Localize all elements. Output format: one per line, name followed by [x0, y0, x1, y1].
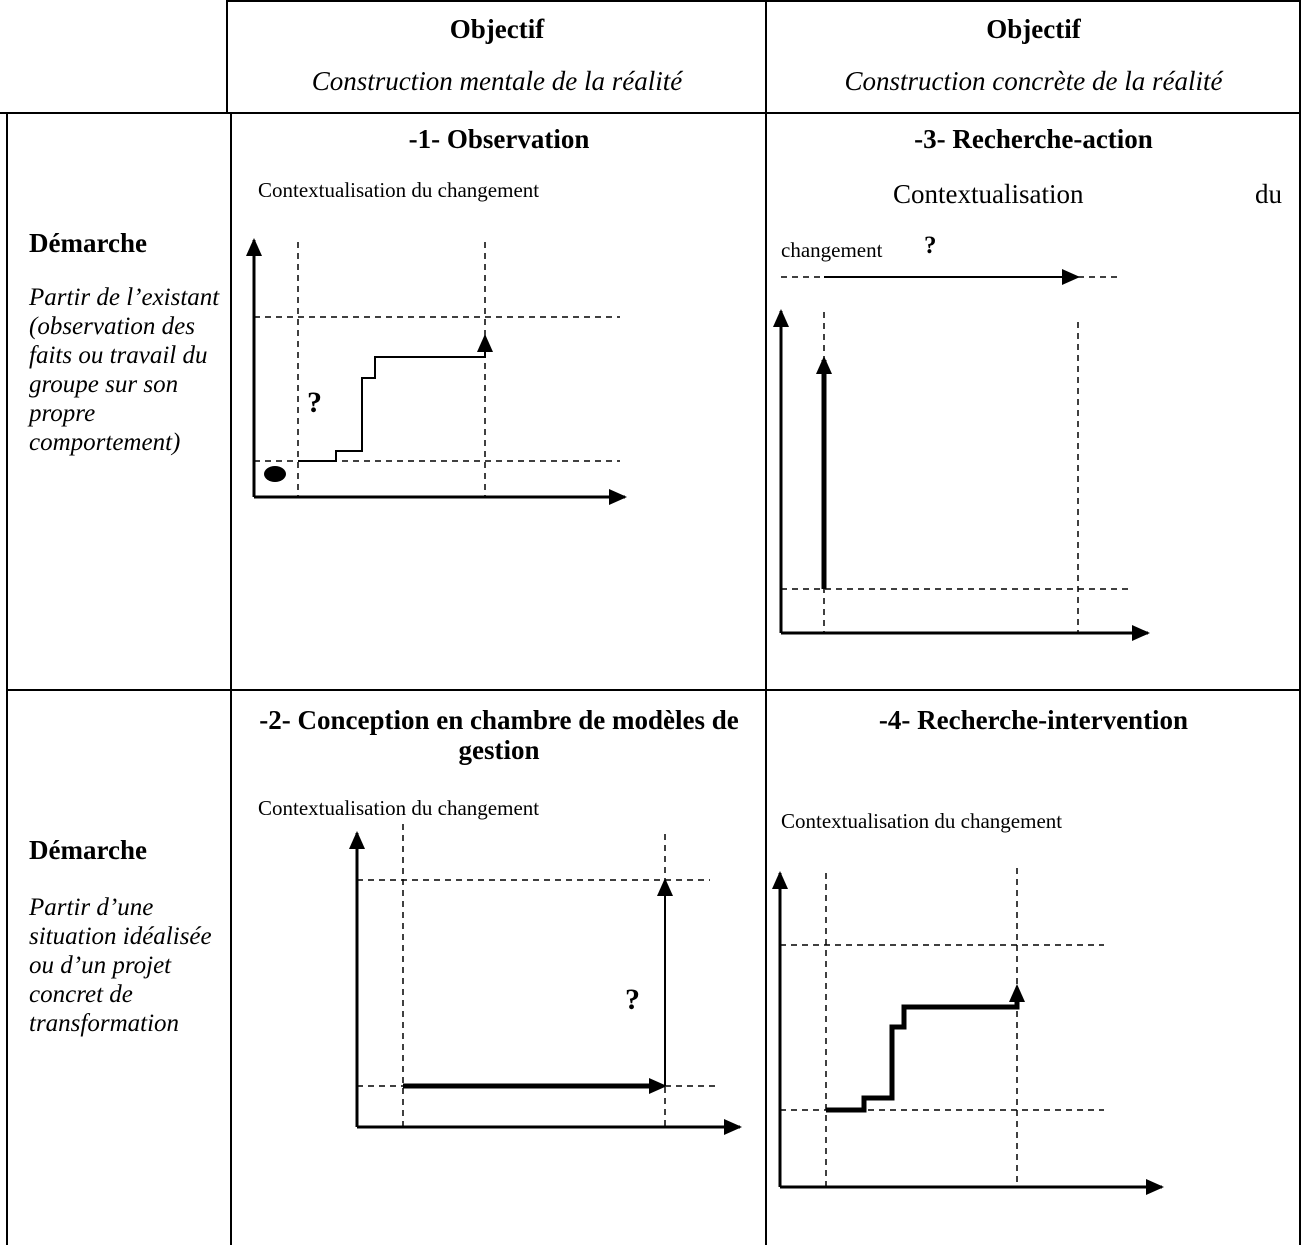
q4-context: Contextualisation du changement [781, 809, 1063, 833]
q3-context-part1: Contextualisation [893, 179, 1084, 209]
q1-start-dot [264, 466, 286, 482]
q1-context: Contextualisation du changement [258, 178, 540, 202]
row1-label: Démarche Partir de l’existant (observati… [7, 113, 231, 690]
q4-step-curve [826, 990, 1020, 1113]
header-col1: Objectif Construction mentale de la réal… [228, 0, 766, 113]
row2-label: Démarche Partir d’une situation idéalisé… [7, 690, 231, 1245]
q3-context-part3: changement [781, 238, 883, 262]
q2-question-mark: ? [625, 983, 640, 1016]
header-col2-title: Objectif [986, 14, 1081, 44]
quadrant-3: -3- Recherche-action [767, 114, 1300, 690]
header-col2: Objectif Construction concrète de la réa… [767, 0, 1300, 113]
q1-title: -1- Observation [408, 124, 590, 154]
header-col2-subtitle: Construction concrète de la réalité [844, 66, 1223, 96]
row2-title: Démarche [29, 835, 147, 865]
q2-context: Contextualisation du changement [258, 796, 540, 820]
row1-title: Démarche [29, 228, 147, 258]
q4-title: -4- Recherche-intervention [878, 705, 1189, 735]
q3-context-part2: du [1255, 179, 1282, 209]
header-col1-subtitle: Construction mentale de la réalité [311, 66, 683, 96]
q3-title: -3- Recherche-action [914, 124, 1153, 154]
q3-question-mark: ? [924, 232, 937, 259]
quadrant-4: -4- Recherche-intervention Contextualisa… [767, 691, 1300, 1245]
header-col1-title: Objectif [449, 14, 545, 44]
q1-step-curve [298, 340, 486, 462]
q1-question-mark: ? [307, 386, 322, 419]
row1-description: Partir de l’existant (observation des fa… [29, 284, 220, 456]
q2-title: -2- Conception en chambre de modèles de … [259, 705, 739, 765]
quadrant-2: -2- Conception en chambre de modèles de … [232, 691, 766, 1245]
row2-description: Partir d’une situation idéalisée ou d’un… [29, 894, 212, 1037]
quadrant-1: -1- Observation Contextualisation du cha… [232, 114, 766, 690]
